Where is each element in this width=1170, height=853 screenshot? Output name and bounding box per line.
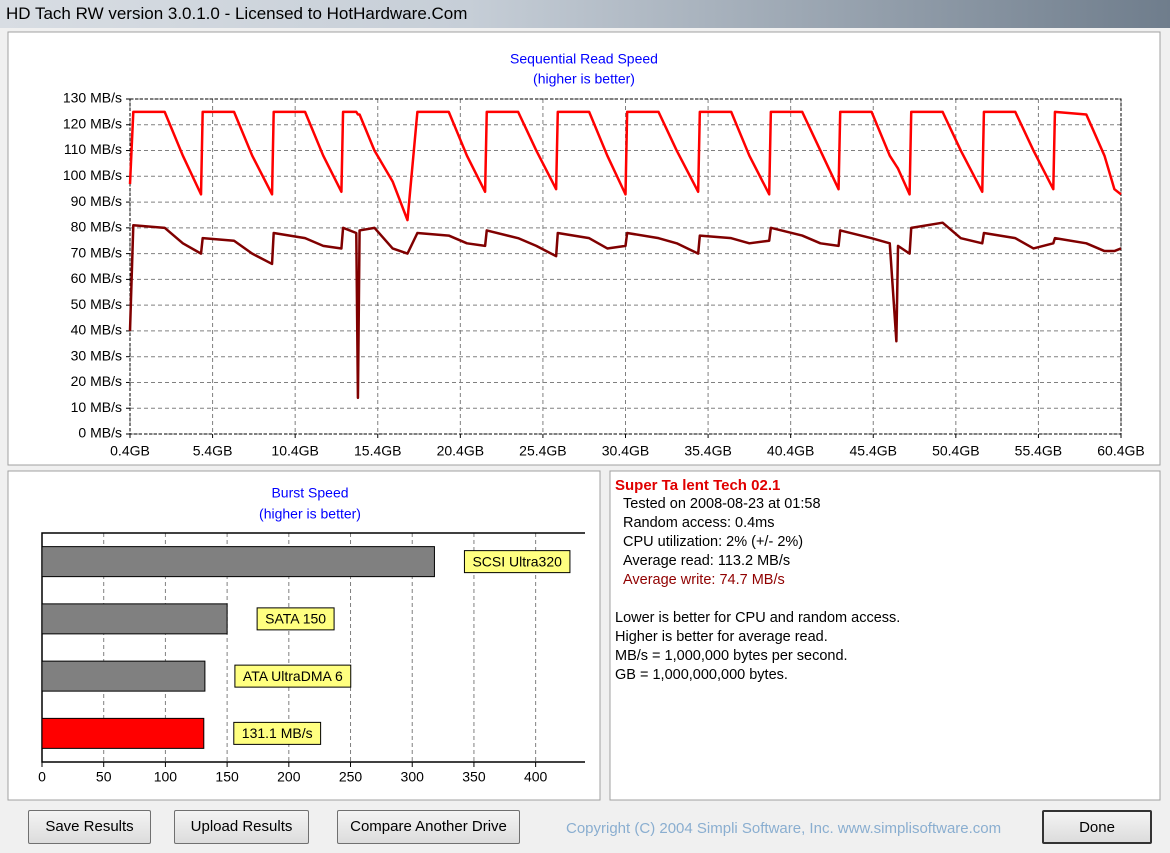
bar-label: ATA UltraDMA 6 <box>243 668 343 684</box>
y-tick-label: 60 MB/s <box>71 270 122 286</box>
x-tick-label: 250 <box>339 769 363 785</box>
x-tick-label: 60.4GB <box>1097 443 1144 459</box>
notes: Lower is better for CPU and random acces… <box>615 609 900 685</box>
y-tick-label: 100 MB/s <box>63 167 122 183</box>
chart-subtitle: (higher is better) <box>259 506 361 522</box>
x-tick-label: 200 <box>277 769 301 785</box>
bar <box>41 717 205 749</box>
x-tick-label: 30.4GB <box>602 443 649 459</box>
bar-label-box <box>234 664 352 688</box>
x-tick-label: 10.4GB <box>271 443 318 459</box>
bar-label: 131.1 MB/s <box>242 725 313 741</box>
note-line: GB = 1,000,000,000 bytes. <box>615 667 788 683</box>
window-title: HD Tach RW version 3.0.1.0 - Licensed to… <box>0 0 1170 28</box>
result-line: Tested on 2008-08-23 at 01:58 <box>623 496 821 512</box>
bar-label-box <box>256 607 335 631</box>
y-tick-label: 0 MB/s <box>78 425 122 441</box>
note-line: Lower is better for CPU and random acces… <box>615 610 901 626</box>
x-tick-label: 35.4GB <box>684 443 731 459</box>
bar <box>41 546 435 578</box>
result-line: Average read: 113.2 MB/s <box>623 553 791 569</box>
y-tick-label: 130 MB/s <box>63 90 122 106</box>
y-tick-label: 30 MB/s <box>71 347 122 363</box>
bar-label: SCSI Ultra320 <box>472 553 562 569</box>
x-tick-label: 5.4GB <box>193 443 233 459</box>
y-tick-label: 120 MB/s <box>63 115 122 131</box>
y-tick-label: 110 MB/s <box>64 141 122 157</box>
result-line: CPU utilization: 2% (+/- 2%) <box>623 534 804 550</box>
chart-title: Sequential Read Speed <box>510 51 658 67</box>
result-lines: Tested on 2008-08-23 at 01:58 Random acce… <box>615 495 900 571</box>
bar <box>41 603 228 635</box>
x-tick-label: 50 <box>96 769 112 785</box>
x-tick-label: 40.4GB <box>767 443 814 459</box>
y-tick-label: 40 MB/s <box>71 322 122 338</box>
x-tick-label: 25.4GB <box>519 443 566 459</box>
y-tick-label: 50 MB/s <box>71 296 122 312</box>
result-line: Random access: 0.4ms <box>623 515 775 531</box>
data-line <box>128 110 1122 222</box>
bar-label-box <box>463 550 571 574</box>
chart-title: Burst Speed <box>271 485 348 501</box>
x-tick-label: 150 <box>215 769 239 785</box>
x-tick-label: 50.4GB <box>932 443 979 459</box>
x-tick-label: 0.4GB <box>110 443 150 459</box>
x-tick-label: 55.4GB <box>1015 443 1062 459</box>
results-panel <box>609 470 1161 801</box>
x-tick-label: 400 <box>524 769 548 785</box>
y-tick-label: 10 MB/s <box>71 399 122 415</box>
upload-button[interactable]: Upload Results <box>174 810 309 844</box>
save-button[interactable]: Save Results <box>28 810 151 844</box>
x-tick-label: 300 <box>401 769 425 785</box>
compare-button[interactable]: Compare Another Drive <box>337 810 520 844</box>
x-tick-label: 15.4GB <box>354 443 401 459</box>
results: Super Ta lent Tech 02.1 Tested on 2008-0… <box>615 476 900 685</box>
chart-subtitle: (higher is better) <box>533 71 635 87</box>
bar-label: SATA 150 <box>265 611 326 627</box>
plot-frame <box>129 98 1122 435</box>
note-line: MB/s = 1,000,000 bytes per second. <box>615 648 848 664</box>
drive-name: Super Ta lent Tech 02.1 <box>615 477 781 494</box>
y-tick-label: 70 MB/s <box>71 244 122 260</box>
bar-label-box <box>233 721 322 745</box>
bar <box>41 660 206 692</box>
axis-frame <box>41 532 585 763</box>
x-tick-label: 20.4GB <box>437 443 484 459</box>
x-tick-label: 45.4GB <box>850 443 897 459</box>
copyright: Copyright (C) 2004 Simpli Software, Inc.… <box>566 820 1002 837</box>
x-tick-label: 0 <box>38 769 46 785</box>
data-line <box>128 221 1122 400</box>
note-line: Higher is better for average read. <box>615 629 828 645</box>
average-write: Average write: 74.7 MB/s <box>623 572 785 588</box>
x-tick-label: 100 <box>154 769 178 785</box>
x-tick-label: 350 <box>462 769 486 785</box>
y-tick-label: 20 MB/s <box>71 373 122 389</box>
sequential-panel <box>7 31 1161 466</box>
done-button[interactable]: Done <box>1042 810 1152 844</box>
y-tick-label: 90 MB/s <box>71 193 122 209</box>
y-tick-label: 80 MB/s <box>71 219 122 235</box>
